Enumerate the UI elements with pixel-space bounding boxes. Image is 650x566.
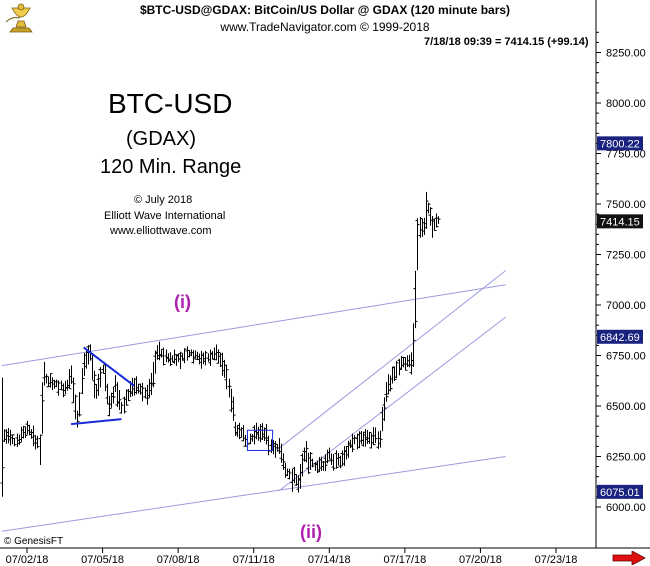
x-tick-label: 07/08/18 bbox=[157, 554, 200, 566]
channel-line bbox=[1, 456, 506, 532]
data-credit: © GenesisFT bbox=[4, 536, 64, 547]
price-label: 7414.15 bbox=[600, 216, 640, 228]
channel-line bbox=[278, 316, 506, 492]
channel-line bbox=[278, 270, 506, 449]
pattern-overlays bbox=[70, 346, 274, 451]
right-arrow-icon[interactable] bbox=[612, 551, 646, 565]
copyright-date: © July 2018 bbox=[134, 194, 193, 206]
wave-label-ii: (ii) bbox=[300, 522, 322, 542]
x-tick-label: 07/17/18 bbox=[383, 554, 426, 566]
chart-subtitle: www.TradeNavigator.com © 1999-2018 bbox=[220, 20, 430, 34]
price-label-box bbox=[597, 214, 643, 229]
y-tick-label: 8250.00 bbox=[606, 48, 646, 60]
channel-line bbox=[1, 284, 506, 367]
chart-title: $BTC-USD@GDAX: BitCoin/US Dollar @ GDAX … bbox=[139, 3, 511, 17]
y-tick-label: 8000.00 bbox=[606, 98, 646, 110]
copyright-org: Elliott Wave International bbox=[104, 210, 226, 222]
price-label-box bbox=[597, 484, 643, 499]
last-quote: 7/18/18 09:39 = 7414.15 (+99.14) bbox=[424, 36, 589, 48]
y-tick-label: 7000.00 bbox=[606, 300, 646, 312]
wave-label-i: (i) bbox=[174, 292, 191, 312]
exchange-label: (GDAX) bbox=[126, 128, 196, 150]
price-label: 7800.22 bbox=[600, 138, 640, 150]
y-tick-label: 7250.00 bbox=[606, 250, 646, 262]
price-label-box bbox=[597, 136, 643, 151]
pattern-box bbox=[246, 429, 274, 451]
y-tick-label: 6750.00 bbox=[606, 351, 646, 363]
copyright-url: www.elliottwave.com bbox=[110, 225, 212, 237]
triangle-line bbox=[70, 418, 122, 426]
x-axis: 07/02/18 07/05/18 07/08/18 07/11/18 07/14/18… bbox=[6, 548, 578, 566]
price-label: 6075.01 bbox=[600, 487, 640, 499]
symbol-title: BTC-USD bbox=[108, 88, 233, 119]
triangle-line bbox=[83, 346, 135, 387]
y-tick-label: 7500.00 bbox=[606, 199, 646, 211]
x-tick-label: 07/23/18 bbox=[535, 554, 578, 566]
y-tick-label: 6000.00 bbox=[606, 502, 646, 514]
x-tick-label: 07/11/18 bbox=[233, 554, 275, 566]
x-tick-label: 07/02/18 bbox=[6, 554, 49, 566]
y-tick-label: 7750.00 bbox=[606, 149, 646, 161]
price-label: 6842.69 bbox=[600, 332, 640, 344]
y-tick-label: 6500.00 bbox=[606, 401, 646, 413]
x-tick-label: 07/05/18 bbox=[81, 554, 124, 566]
channel-lines bbox=[1, 270, 506, 532]
y-tick-label: 6250.00 bbox=[606, 452, 646, 464]
y-axis: 6000.00 6250.00 6500.00 6750.00 7000.00 7250.… bbox=[596, 31, 646, 514]
ohlc-bars bbox=[0, 191, 441, 497]
trophy-icon bbox=[5, 3, 33, 33]
x-tick-label: 07/20/18 bbox=[459, 554, 502, 566]
price-label-box bbox=[597, 329, 643, 344]
range-label: 120 Min. Range bbox=[100, 156, 242, 178]
x-tick-label: 07/14/18 bbox=[308, 554, 351, 566]
